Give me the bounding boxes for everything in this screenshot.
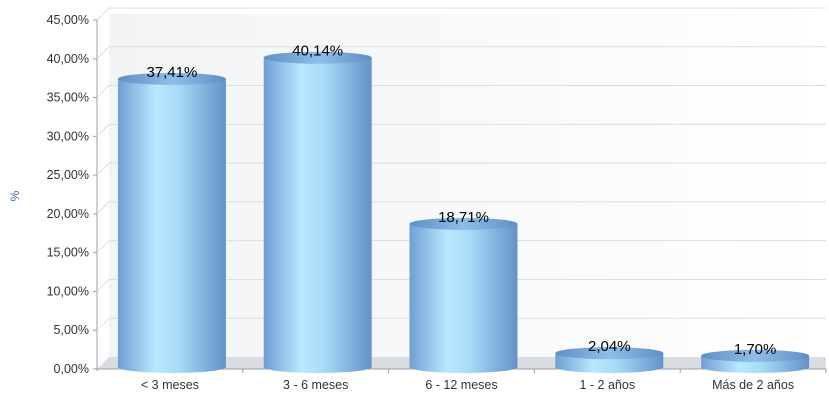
gridline-diag	[97, 202, 109, 214]
y-tick-label: 35,00%	[47, 91, 89, 105]
gridline-diag	[97, 279, 109, 291]
gridline-diag	[97, 124, 109, 136]
data-label: 2,04%	[588, 338, 631, 355]
data-label: 18,71%	[438, 209, 489, 226]
y-tick-label: 5,00%	[54, 323, 89, 337]
y-tick-label: 30,00%	[47, 129, 89, 143]
gridline-diag	[97, 163, 109, 175]
gridline-diag	[97, 47, 109, 59]
bar	[410, 218, 518, 373]
data-label: 40,14%	[292, 43, 343, 60]
bar	[264, 52, 372, 373]
y-tick-label: 25,00%	[47, 168, 89, 182]
y-axis-ticks: 0,00% 5,00% 10,00% 15,00% 20,00% 25,00% 30,00%…	[47, 13, 97, 376]
y-axis-label: %	[8, 190, 22, 201]
x-category-label: 1 - 2 años	[580, 378, 636, 392]
y-tick-label: 10,00%	[47, 284, 89, 298]
x-category-label: < 3 meses	[141, 378, 199, 392]
data-label: 1,70%	[734, 341, 777, 358]
gridline-diag	[97, 318, 109, 330]
data-label: 37,41%	[146, 64, 197, 81]
bar-body	[118, 79, 226, 373]
gridline-diag	[97, 241, 109, 253]
bar-body	[410, 224, 518, 373]
x-category-label: Más de 2 años	[712, 378, 794, 392]
bar-body	[264, 58, 372, 373]
gridline-diag	[97, 86, 109, 98]
y-tick-label: 40,00%	[47, 52, 89, 66]
gridline-diag	[97, 8, 109, 20]
bar	[118, 73, 226, 373]
y-tick-label: 20,00%	[47, 207, 89, 221]
y-tick-label: 0,00%	[54, 362, 89, 376]
x-category-label: 6 - 12 meses	[425, 378, 497, 392]
x-category-label: 3 - 6 meses	[283, 378, 348, 392]
y-tick-label: 15,00%	[47, 246, 89, 260]
y-tick-label: 45,00%	[47, 13, 89, 27]
